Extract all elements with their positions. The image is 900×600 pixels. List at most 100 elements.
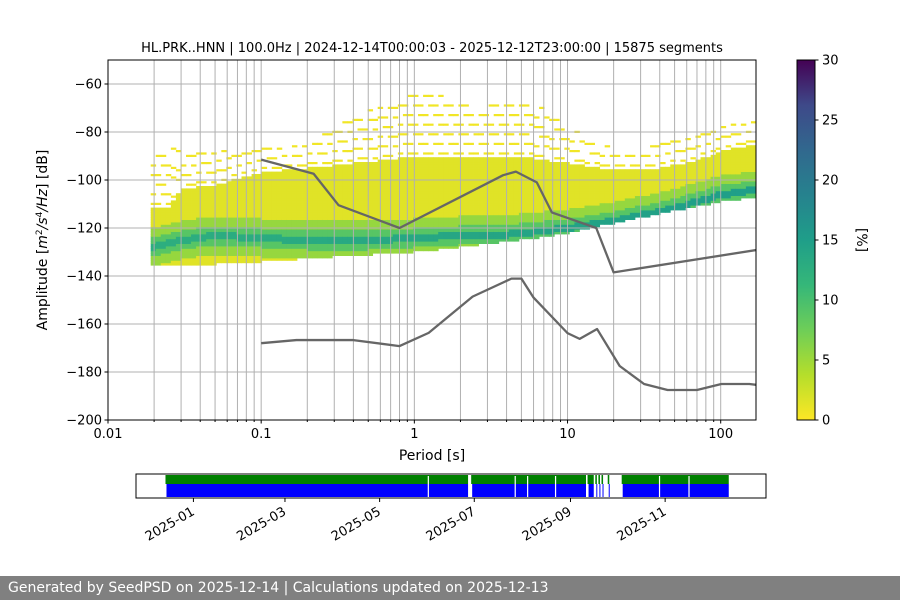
heat-cell [196,205,202,208]
heat-cell [246,198,252,201]
heat-cell [670,176,676,180]
heat-cell [619,186,626,189]
heat-cell [725,181,732,184]
heat-cell [271,188,278,192]
heat-cell [539,164,545,168]
heat-cell [180,164,187,167]
heat-cell [246,200,252,204]
heat-cell [392,195,399,199]
heat-cell [523,171,530,175]
heat-cell [675,195,681,199]
heat-cell [221,243,227,247]
heat-cell [498,171,505,175]
heat-cell [513,222,520,225]
heat-cell [165,243,172,247]
heat-cell [180,250,187,254]
heat-cell [307,246,313,249]
heat-cell [201,205,207,208]
heat-cell [539,181,545,184]
heat-cell [317,190,323,194]
heat-cell [549,207,555,211]
heat-cell [241,210,247,213]
heat-cell [670,198,676,201]
heat-cell [322,253,328,256]
heat-cell [276,229,283,232]
heat-cell [362,217,368,220]
heat-cell [241,200,247,204]
heat-cell [594,195,601,199]
heat-cell [352,174,358,177]
heat-cell [175,214,182,218]
heat-cell [700,181,706,184]
heat-cell [725,154,732,158]
heat-cell [362,174,368,177]
heat-cell [609,193,616,196]
heat-cell [660,162,666,165]
heat-cell [453,190,459,194]
heat-cell [407,210,414,213]
heat-cell [231,248,237,252]
heat-cell [291,200,298,204]
heat-cell [493,166,500,170]
heat-cell [382,205,389,208]
heat-cell [508,234,515,237]
heat-cell [554,186,560,189]
heat-cell [468,229,474,232]
heat-cell [438,224,444,228]
heat-cell [549,229,555,232]
heat-cell [180,241,187,244]
heat-cell [423,166,429,170]
heat-cell [423,157,429,160]
heat-cell [715,174,722,177]
heat-cell [619,183,626,187]
heat-cell [740,123,747,126]
heat-cell [165,214,172,218]
heat-cell [443,152,449,155]
heat-cell [201,231,207,235]
heat-cell [508,104,515,107]
heat-cell [523,202,530,206]
heat-cell [549,186,555,189]
heat-cell [226,188,232,192]
heat-cell [534,198,540,201]
heat-cell [266,238,273,242]
heat-cell [302,181,308,184]
heat-cell [216,236,222,240]
heat-cell [539,212,545,216]
heat-cell [513,238,520,242]
heat-cell [312,195,318,199]
heat-cell [256,198,263,201]
heat-cell [448,207,454,211]
heat-cell [231,231,237,235]
heat-cell [352,250,358,254]
heat-cell [539,171,545,175]
heat-cell [221,238,227,242]
heat-cell [362,138,368,141]
heat-cell [407,171,414,175]
heat-cell [453,174,459,177]
heat-cell [523,114,530,117]
heat-cell [448,188,454,192]
heat-cell [402,210,409,213]
heat-cell [291,229,298,232]
heat-cell [428,217,434,220]
heat-cell [407,166,414,170]
heat-cell [574,166,580,170]
heat-cell [392,238,399,242]
heat-cell [296,214,303,218]
heat-cell [281,193,288,196]
heat-cell [705,169,711,172]
heat-cell [448,224,454,228]
heat-cell [402,174,409,177]
heat-cell [206,205,212,208]
heat-cell [317,238,323,242]
heat-cell [418,157,424,160]
series-line-nhnm [260,158,756,274]
heat-cell [735,186,742,189]
heat-cell [231,236,237,240]
heat-cell [483,231,490,235]
heat-cell [473,133,479,136]
heat-cell [271,241,278,244]
heat-cell [226,231,232,235]
heat-cell [307,217,313,220]
